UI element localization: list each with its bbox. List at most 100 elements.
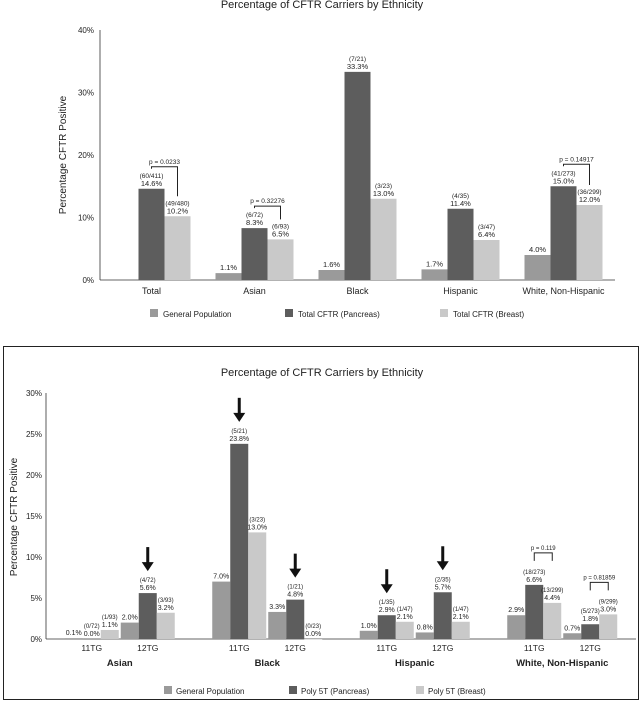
chart2-count-label: (3/23) (249, 517, 265, 523)
chart2-arrow-hispanic-12tg-head (436, 561, 449, 571)
chart2-data-label: 5.7% (435, 584, 451, 591)
chart2-bar-asian-11tg-poly-5t-pancreas (82, 639, 101, 640)
chart1-data-label: 33.3% (347, 62, 369, 71)
chart1-legend-total-cftr-pancreas: Total CFTR (Pancreas) (298, 310, 380, 319)
chart2-p-value: p = 0.119 (531, 546, 556, 552)
chart1-bar-black-total-cftr-breast (370, 198, 397, 280)
chart1-p-value: p = 0.32276 (250, 198, 285, 205)
chart1-bar-asian-total-cftr-pancreas (241, 228, 268, 280)
chart1-count-label: (6/72) (246, 212, 263, 219)
chart2-data-label: 6.6% (526, 577, 542, 584)
chart2-data-label: 4.4% (544, 595, 560, 602)
chart2-bar-hispanic-12tg-poly-5t-pancreas (433, 592, 452, 639)
chart2-data-label: 4.8% (287, 592, 303, 599)
chart1-data-label: 11.4% (450, 199, 471, 208)
chart1-bar-asian-total-cftr-breast (267, 239, 294, 280)
chart1-title: Percentage of CFTR Carriers by Ethnicity (221, 0, 424, 11)
chart2-legend-swatch-poly-5t-breast (416, 686, 424, 694)
chart2-count-label: (9/299) (599, 599, 618, 605)
chart1-significance-bracket (563, 163, 590, 185)
chart2-count-label: (2/35) (435, 577, 451, 583)
chart1-bar-hispanic-total-cftr-pancreas (447, 208, 474, 280)
chart1-bar-white-non-hispanic-general-population (524, 255, 551, 280)
chart1-bar-total-total-cftr-pancreas (138, 188, 165, 280)
chart2-bar-hispanic-12tg-poly-5t-breast (451, 621, 470, 639)
chart1-bar-white-non-hispanic-total-cftr-pancreas (550, 186, 577, 280)
chart2-group-label: Asian (107, 658, 133, 669)
chart2-arrow-black-12tg-head (289, 568, 302, 578)
chart1-count-label: (3/47) (478, 224, 495, 231)
chart2-count-label: (3/93) (158, 598, 174, 604)
chart1-data-label: 15.0% (553, 176, 575, 185)
top-chart: Percentage of CFTR Carriers by Ethnicity… (58, 0, 615, 319)
chart1-ytick: 0% (82, 276, 94, 285)
chart1-count-label: (3/23) (375, 183, 392, 190)
chart1-significance-bracket (151, 166, 178, 197)
chart2-data-label: 3.2% (158, 605, 174, 612)
chart2-bar-black-11tg-poly-5t-breast (248, 532, 267, 639)
chart1-x-tick: White, Non-Hispanic (522, 286, 605, 296)
chart2-bar-white-non-hispanic-12tg-poly-5t-breast (599, 614, 618, 639)
chart2-bar-asian-12tg-general-population (120, 622, 139, 639)
chart2-count-label: (1/21) (287, 585, 303, 591)
chart2-data-label: 0.1% (66, 630, 82, 637)
chart1-bar-black-total-cftr-pancreas (344, 71, 371, 280)
chart2-sub-tick: 11TG (524, 643, 545, 653)
chart2-count-label: (1/93) (102, 615, 118, 621)
chart2-legend-swatch-poly-5t-pancreas (289, 686, 297, 694)
chart1-x-tick: Black (346, 286, 369, 296)
chart2-group-label: White, Non-Hispanic (516, 658, 608, 669)
chart2-data-label: 0.0% (84, 631, 100, 638)
chart2-data-label: 2.0% (122, 615, 138, 622)
chart2-data-label: 2.9% (379, 607, 395, 614)
chart2-data-label: 3.0% (600, 606, 616, 613)
chart2-data-label: 1.8% (582, 616, 598, 623)
chart2-data-label: 3.3% (269, 604, 285, 611)
chart1-p-value: p = 0.0233 (149, 159, 180, 166)
chart2-data-label: 5.6% (140, 585, 156, 592)
chart2-ytick: 25% (26, 430, 42, 439)
chart1-x-tick: Asian (243, 286, 266, 296)
chart1-data-label: 14.6% (141, 179, 163, 188)
chart2-significance-bracket (589, 581, 609, 591)
chart2-count-label: (4/72) (140, 578, 156, 584)
chart2-count-label: (1/47) (397, 607, 413, 613)
chart2-bar-black-12tg-poly-5t-pancreas (286, 599, 305, 639)
chart2-ytick: 20% (26, 471, 42, 480)
chart2-group-label: Hispanic (395, 658, 435, 669)
chart1-data-label: 10.2% (167, 206, 189, 215)
chart1-ytick: 30% (78, 89, 94, 98)
chart2-bar-white-non-hispanic-12tg-general-population (563, 633, 582, 639)
chart1-count-label: (6/93) (272, 223, 289, 230)
chart1-ytick: 20% (78, 151, 94, 160)
chart1-data-label: 6.4% (478, 230, 495, 239)
chart2-sub-tick: 12TG (137, 643, 158, 653)
chart2-bar-black-12tg-general-population (268, 611, 287, 639)
chart2-data-label: 2.9% (508, 607, 524, 614)
chart2-sub-tick: 11TG (81, 643, 102, 653)
chart2-data-label: 1.1% (102, 622, 118, 629)
chart2-count-label: (1/35) (379, 600, 395, 606)
chart2-group-label: Black (255, 658, 281, 669)
chart1-count-label: (49/480) (165, 200, 189, 207)
chart2-bar-hispanic-11tg-poly-5t-breast (395, 621, 414, 639)
bottom-chart-frame: Percentage of CFTR Carriers by Ethnicity… (3, 346, 639, 700)
chart2-ylabel: Percentage CFTR Positive (9, 457, 20, 576)
chart1-p-value: p = 0.14917 (559, 156, 594, 163)
chart2-sub-tick: 12TG (432, 643, 453, 653)
chart2-legend-general-population: General Population (176, 687, 245, 696)
chart1-legend-swatch-total-cftr-pancreas (285, 309, 293, 317)
chart2-bar-hispanic-11tg-general-population (359, 630, 378, 639)
chart1-data-label: 6.5% (272, 229, 289, 238)
chart1-legend-swatch-total-cftr-breast (440, 309, 448, 317)
chart2-count-label: (5/21) (231, 429, 247, 435)
chart2-legend-swatch-general-population (164, 686, 172, 694)
chart1-bar-black-general-population (318, 270, 345, 280)
chart2-bar-asian-12tg-poly-5t-breast (156, 612, 175, 639)
chart2-ytick: 10% (26, 553, 42, 562)
chart2-count-label: (1/47) (453, 607, 469, 613)
chart1-legend-general-population: General Population (163, 310, 232, 319)
chart2-p-value: p = 0.81859 (583, 575, 616, 581)
chart2-significance-bracket (533, 552, 553, 561)
chart2-data-label: 7.0% (213, 574, 229, 581)
